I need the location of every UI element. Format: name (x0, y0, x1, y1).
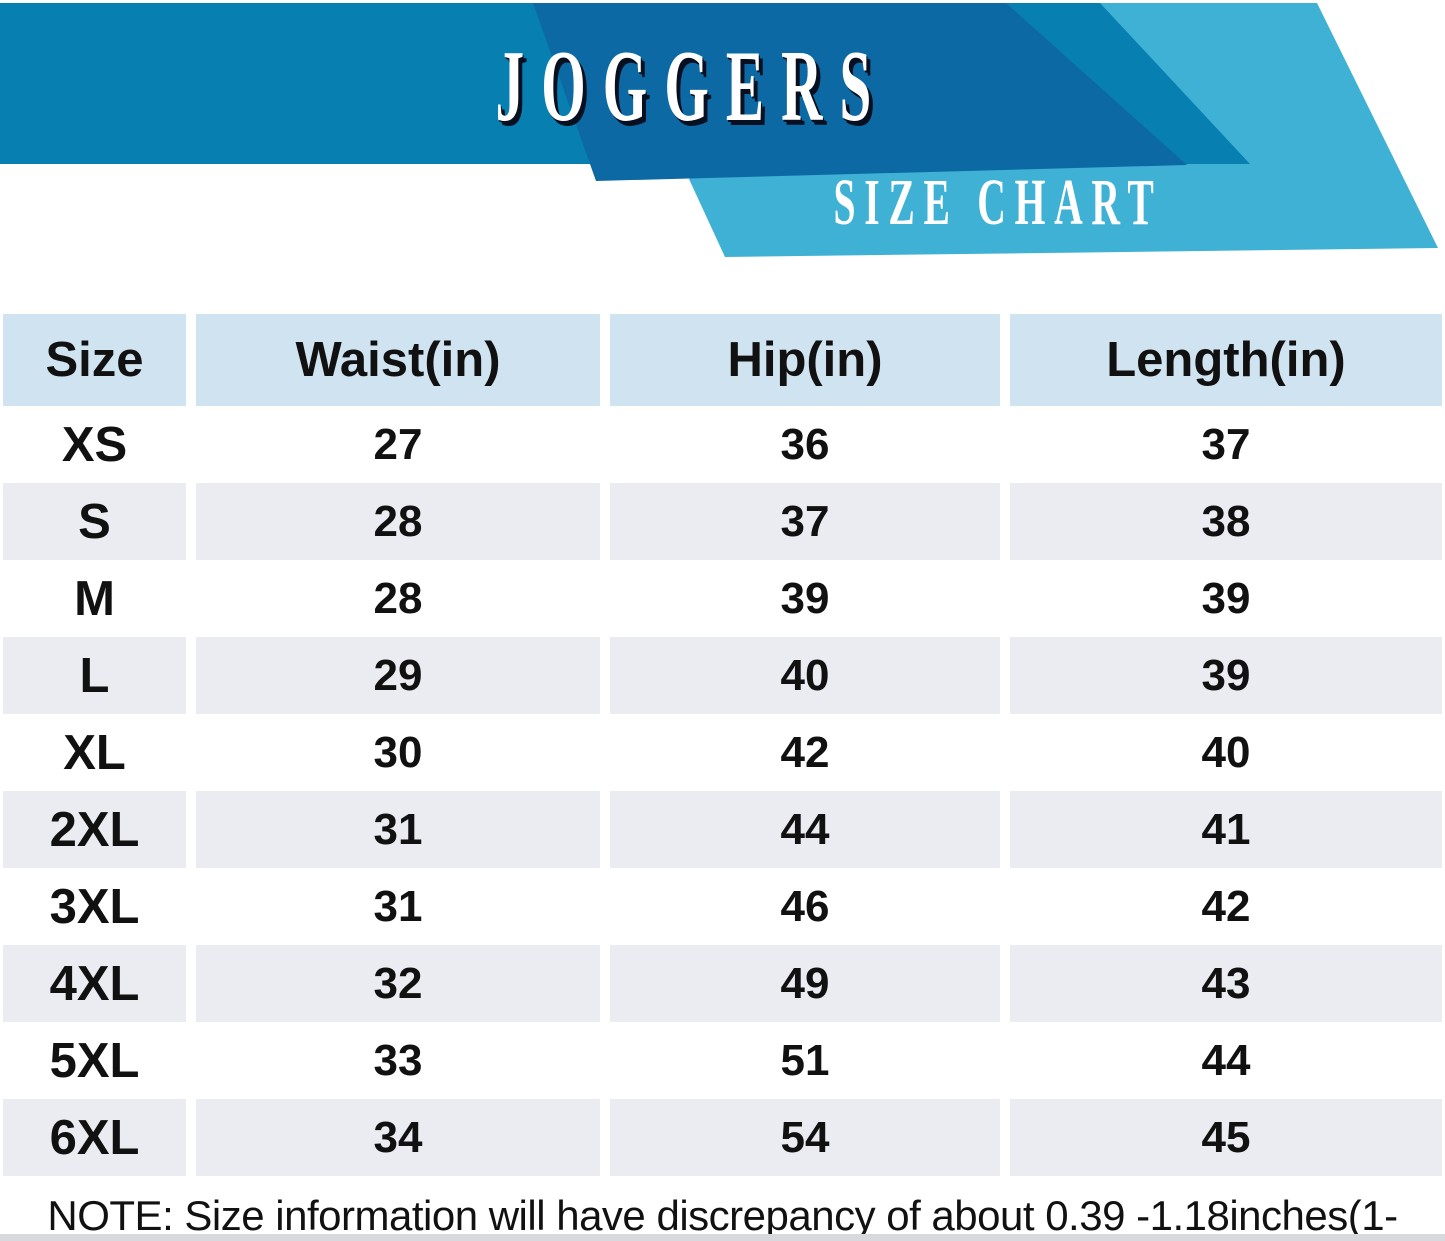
size-label-cell: XS (61, 417, 128, 472)
page-subtitle: SIZE CHART (833, 166, 1163, 239)
column-header-length: Length(in) (1010, 314, 1442, 406)
length-value-cell: 39 (1201, 573, 1251, 623)
size-label-cell: S (3, 483, 186, 560)
column-header-hip: Hip(in) (610, 314, 1000, 406)
hip-value-cell: 42 (780, 727, 830, 777)
bottom-edge-line (0, 1234, 1445, 1241)
banner-dark-shape (533, 3, 1187, 181)
length-value-cell: 40 (1201, 727, 1251, 777)
length-value-cell: 39 (1010, 637, 1442, 714)
hip-value-cell: 40 (610, 637, 1000, 714)
length-value-cell: 38 (1010, 483, 1442, 560)
size-label-cell: L (3, 637, 186, 714)
waist-value-cell: 31 (196, 791, 600, 868)
waist-value-cell: 29 (196, 637, 600, 714)
column-header-waist: Waist(in) (196, 314, 600, 406)
length-value-cell: 37 (1201, 419, 1251, 469)
length-value-cell: 41 (1010, 791, 1442, 868)
waist-value-cell: 32 (196, 945, 600, 1022)
size-label-cell: 5XL (49, 1033, 140, 1088)
size-table: Size Waist(in) Hip(in) Length(in) XS 27 … (3, 314, 1442, 1176)
hip-value-cell: 37 (610, 483, 1000, 560)
hip-value-cell: 39 (780, 573, 830, 623)
waist-value-cell: 31 (373, 881, 423, 931)
size-label-cell: 6XL (3, 1099, 186, 1176)
waist-value-cell: 28 (196, 483, 600, 560)
length-value-cell: 44 (1201, 1035, 1251, 1085)
note-text: NOTE: Size information will have discrep… (47, 1192, 1398, 1241)
length-value-cell: 43 (1010, 945, 1442, 1022)
table-header-row: Size Waist(in) Hip(in) Length(in) (3, 314, 1442, 406)
page-title: JOGGERS (495, 30, 889, 143)
size-label-cell: 2XL (3, 791, 186, 868)
banner (0, 3, 1438, 257)
hip-value-cell: 54 (610, 1099, 1000, 1176)
length-value-cell: 45 (1010, 1099, 1442, 1176)
waist-value-cell: 34 (196, 1099, 600, 1176)
size-label-cell: XL (63, 725, 126, 780)
hip-value-cell: 46 (780, 881, 830, 931)
column-header-size: Size (3, 314, 186, 406)
length-value-cell: 42 (1201, 881, 1251, 931)
waist-value-cell: 28 (373, 573, 423, 623)
table-body: XS 27 36 37 S 28 37 38 M 28 39 39 L 29 4… (3, 406, 1442, 1176)
size-label-cell: M (74, 571, 115, 626)
waist-value-cell: 30 (373, 727, 423, 777)
hip-value-cell: 51 (780, 1035, 830, 1085)
hip-value-cell: 49 (610, 945, 1000, 1022)
size-label-cell: 4XL (3, 945, 186, 1022)
hip-value-cell: 44 (610, 791, 1000, 868)
waist-value-cell: 33 (373, 1035, 423, 1085)
waist-value-cell: 27 (373, 419, 423, 469)
size-label-cell: 3XL (49, 879, 140, 934)
hip-value-cell: 36 (780, 419, 830, 469)
